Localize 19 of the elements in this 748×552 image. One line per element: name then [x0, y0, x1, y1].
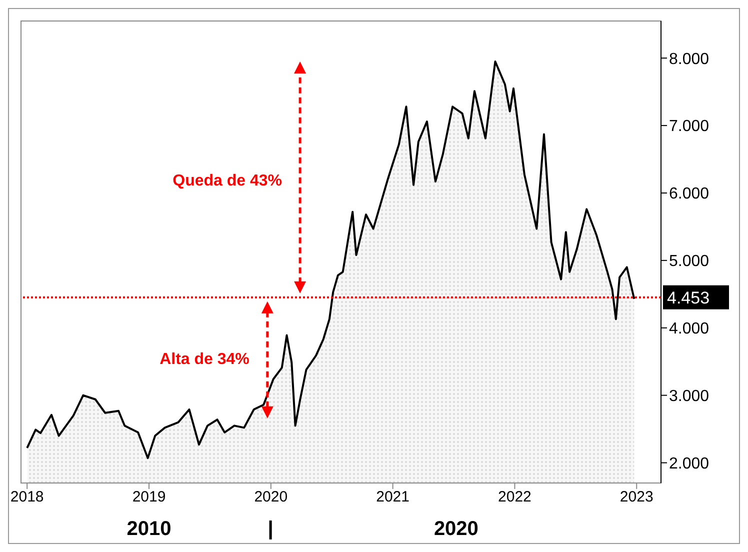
x-tick-label: 2022: [498, 488, 532, 506]
x-tick-label: 2021: [376, 488, 410, 506]
y-tick-label: 7.000: [669, 118, 710, 136]
y-tick-label: 4.000: [669, 320, 710, 338]
x-tick-label: 2019: [132, 488, 166, 506]
y-tick-label: 8.000: [669, 50, 710, 68]
x-tick-label: 2020: [254, 488, 288, 506]
x-tick-label: 2018: [10, 488, 44, 506]
text: 2010: [126, 518, 172, 540]
x-tick-label: 2023: [620, 488, 654, 506]
annotation: Alta de 34%: [160, 350, 250, 368]
y-tick-label: 5.000: [669, 253, 710, 270]
ref-line-label: 4.453: [667, 288, 710, 308]
text: |: [268, 518, 274, 540]
y-tick-label: 2.000: [669, 455, 710, 472]
y-tick-label: 3.000: [669, 388, 710, 405]
y-tick-label: 6.000: [669, 186, 710, 203]
annotation: Queda de 43%: [172, 172, 282, 190]
text: 2020: [434, 518, 478, 540]
